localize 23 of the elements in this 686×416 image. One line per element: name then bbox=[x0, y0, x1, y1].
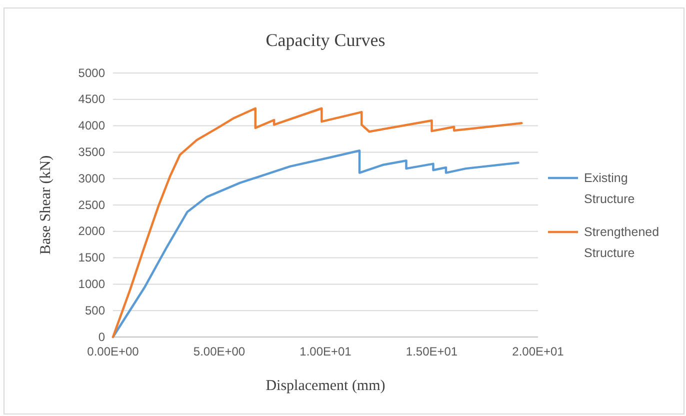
legend-label: Strengthened Structure bbox=[584, 225, 660, 260]
y-tick-label: 2500 bbox=[78, 198, 106, 212]
y-tick-label: 4500 bbox=[78, 92, 106, 106]
x-tick-label: 0.00E+00 bbox=[87, 344, 140, 359]
line-series bbox=[112, 149, 520, 338]
line-series bbox=[112, 107, 523, 338]
y-tick-label: 3500 bbox=[78, 145, 106, 160]
y-tick-label: 3000 bbox=[78, 171, 106, 186]
y-axis-title: Base Shear (kN) bbox=[38, 155, 54, 255]
y-tick-label: 1000 bbox=[78, 277, 106, 292]
y-tick-label: 500 bbox=[84, 303, 106, 318]
y-tick-label: 2000 bbox=[78, 224, 106, 238]
y-tick-label: 5000 bbox=[78, 66, 106, 80]
y-tick-label: 1500 bbox=[78, 250, 106, 265]
x-axis-title: Displacement (mm) bbox=[266, 378, 386, 394]
x-tick-label: 1.00E+01 bbox=[300, 344, 352, 359]
y-tick-label: 4000 bbox=[78, 118, 106, 133]
x-tick-label: 2.00E+01 bbox=[512, 344, 564, 359]
x-tick-label: 1.50E+01 bbox=[406, 344, 458, 359]
chart-title: Capacity Curves bbox=[266, 30, 386, 50]
y-tick-label: 0 bbox=[98, 330, 106, 344]
x-tick-label: 5.00E+00 bbox=[193, 344, 246, 359]
legend-label: Existing Structure bbox=[584, 171, 635, 206]
